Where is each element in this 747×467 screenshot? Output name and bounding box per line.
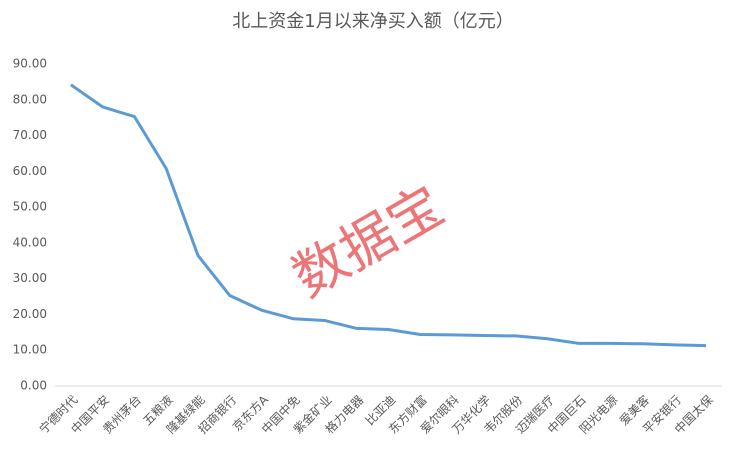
y-tick-label: 90.00	[13, 57, 47, 71]
y-tick-label: 30.00	[13, 271, 47, 285]
y-tick-label: 60.00	[13, 164, 47, 178]
y-tick-label: 10.00	[13, 343, 47, 357]
y-tick-label: 0.00	[20, 379, 47, 393]
chart-title: 北上资金1月以来净买入额（亿元）	[232, 11, 513, 32]
y-tick-label: 80.00	[13, 92, 47, 106]
y-tick-label: 50.00	[13, 200, 47, 214]
y-tick-label: 70.00	[13, 128, 47, 142]
y-tick-label: 40.00	[13, 235, 47, 249]
line	[70, 83, 707, 348]
watermark: 数据宝	[282, 174, 454, 310]
y-tick-label: 20.00	[13, 307, 47, 321]
